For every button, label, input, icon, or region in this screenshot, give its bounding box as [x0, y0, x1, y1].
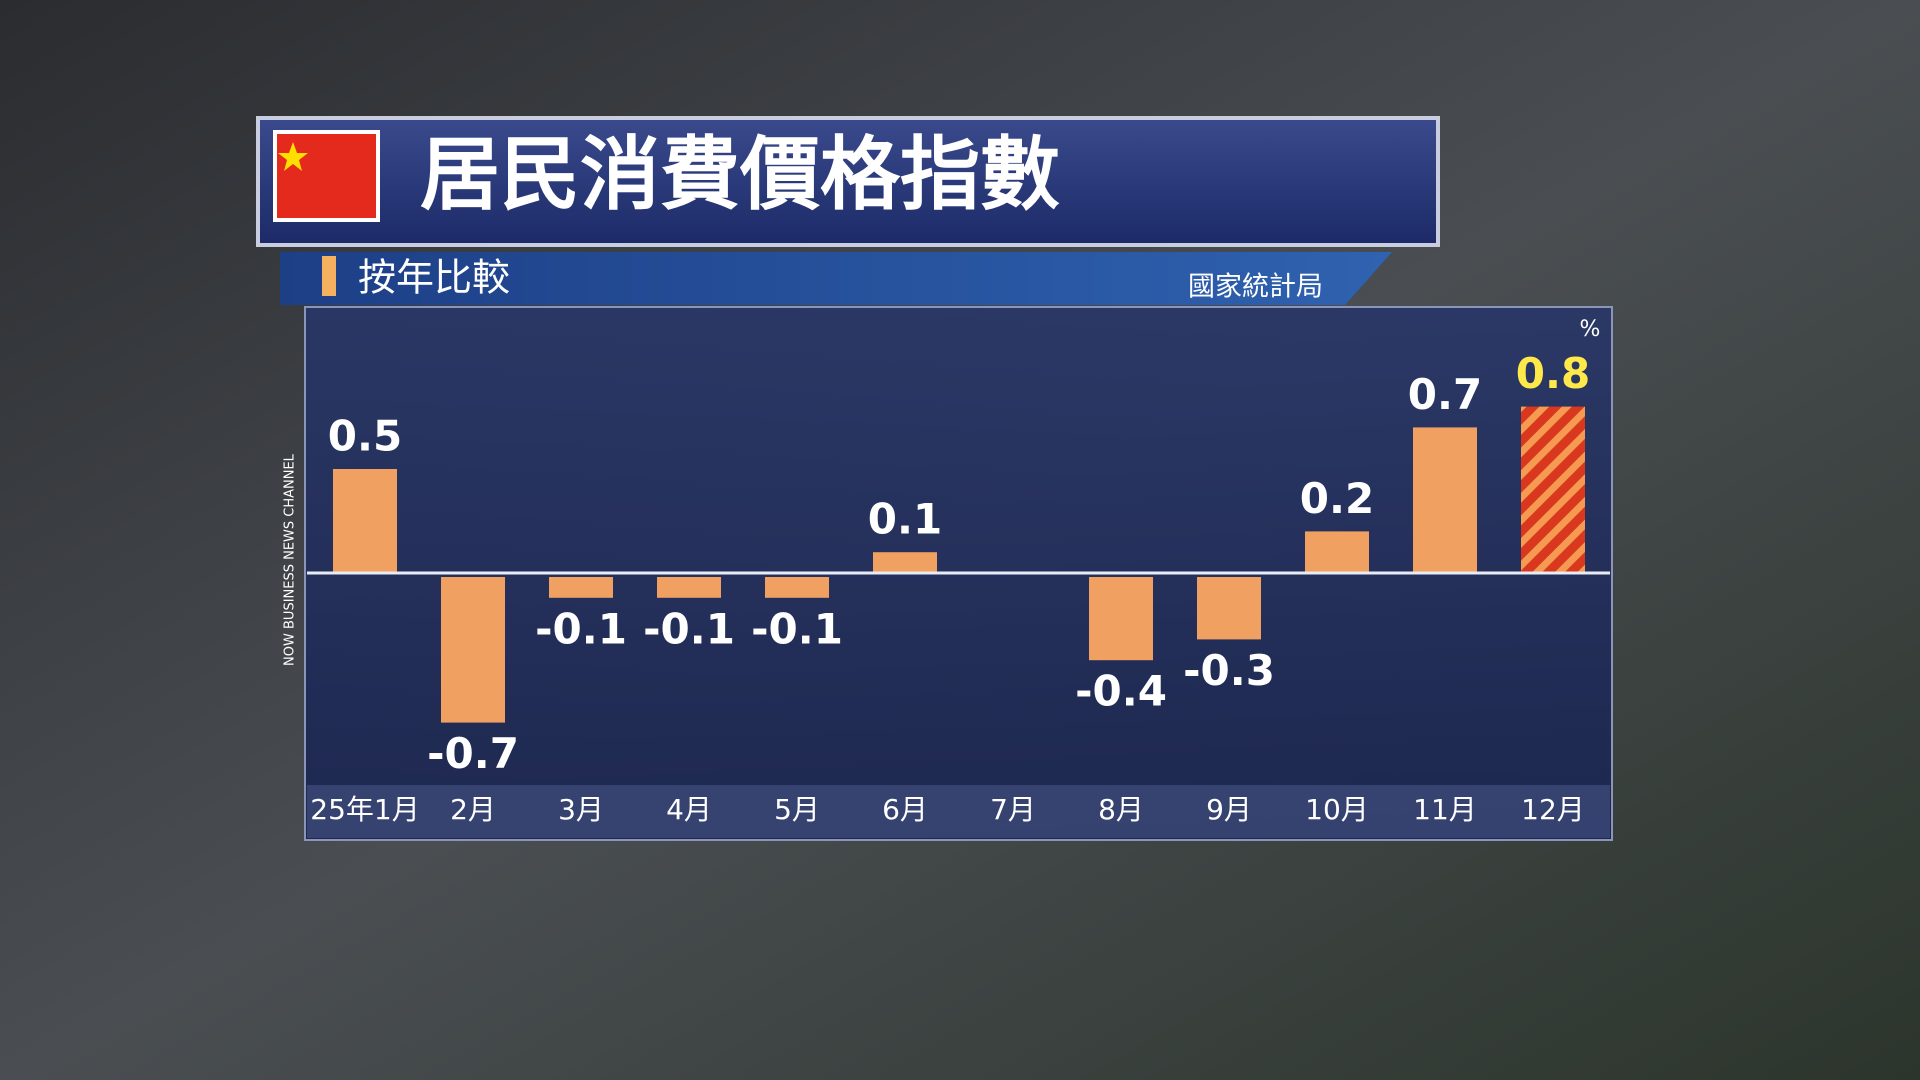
data-label: -0.1 — [643, 604, 735, 653]
x-tick-label: 7月 — [990, 793, 1036, 826]
subtitle-marker — [322, 256, 336, 296]
x-tick-label: 10月 — [1305, 793, 1369, 826]
bar — [441, 577, 505, 723]
flag-star — [278, 142, 308, 171]
chart-title: 居民消費價格指數 — [420, 128, 1060, 221]
subtitle-bar — [280, 252, 1392, 305]
data-label: -0.3 — [1183, 646, 1275, 695]
bar — [1413, 427, 1477, 573]
x-tick-label: 9月 — [1206, 793, 1252, 826]
title-bar — [256, 116, 1440, 247]
data-label: 0.5 — [328, 412, 402, 461]
bar — [333, 469, 397, 573]
data-label: 0.1 — [868, 495, 942, 544]
unit-label: % — [1580, 317, 1601, 342]
x-tick-label: 4月 — [666, 793, 712, 826]
bar — [765, 577, 829, 598]
x-tick-label: 2月 — [450, 793, 496, 826]
x-tick-label: 8月 — [1098, 793, 1144, 826]
bar — [1521, 406, 1585, 573]
x-tick-label: 5月 — [774, 793, 820, 826]
data-label: -0.7 — [427, 729, 519, 778]
subtitle: 按年比較 — [358, 256, 510, 300]
flag — [273, 130, 380, 222]
x-tick-label: 3月 — [558, 793, 604, 826]
channel-label: NOW BUSINESS NEWS CHANNEL — [283, 453, 298, 666]
bar — [1305, 531, 1369, 573]
data-label: -0.1 — [751, 604, 843, 653]
category-band — [307, 785, 1610, 838]
x-tick-label: 12月 — [1521, 793, 1585, 826]
x-tick-label: 25年1月 — [310, 793, 419, 826]
data-label: 0.2 — [1300, 474, 1374, 523]
x-tick-label: 11月 — [1413, 793, 1477, 826]
data-label: -0.4 — [1075, 667, 1167, 716]
bar — [1197, 577, 1261, 640]
bar — [657, 577, 721, 598]
data-label: 0.7 — [1408, 370, 1482, 419]
bar — [873, 552, 937, 573]
bar — [549, 577, 613, 598]
data-label: -0.1 — [535, 604, 627, 653]
data-label: 0.8 — [1516, 349, 1590, 398]
source: 國家統計局 — [1188, 272, 1323, 303]
x-tick-label: 6月 — [882, 793, 928, 826]
bar — [1089, 577, 1153, 661]
